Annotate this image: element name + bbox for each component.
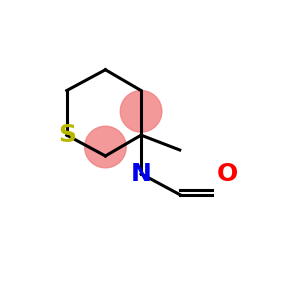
Text: N: N (130, 162, 152, 186)
Text: O: O (217, 162, 238, 186)
Text: S: S (58, 123, 76, 147)
Circle shape (120, 91, 162, 132)
Circle shape (85, 126, 126, 168)
